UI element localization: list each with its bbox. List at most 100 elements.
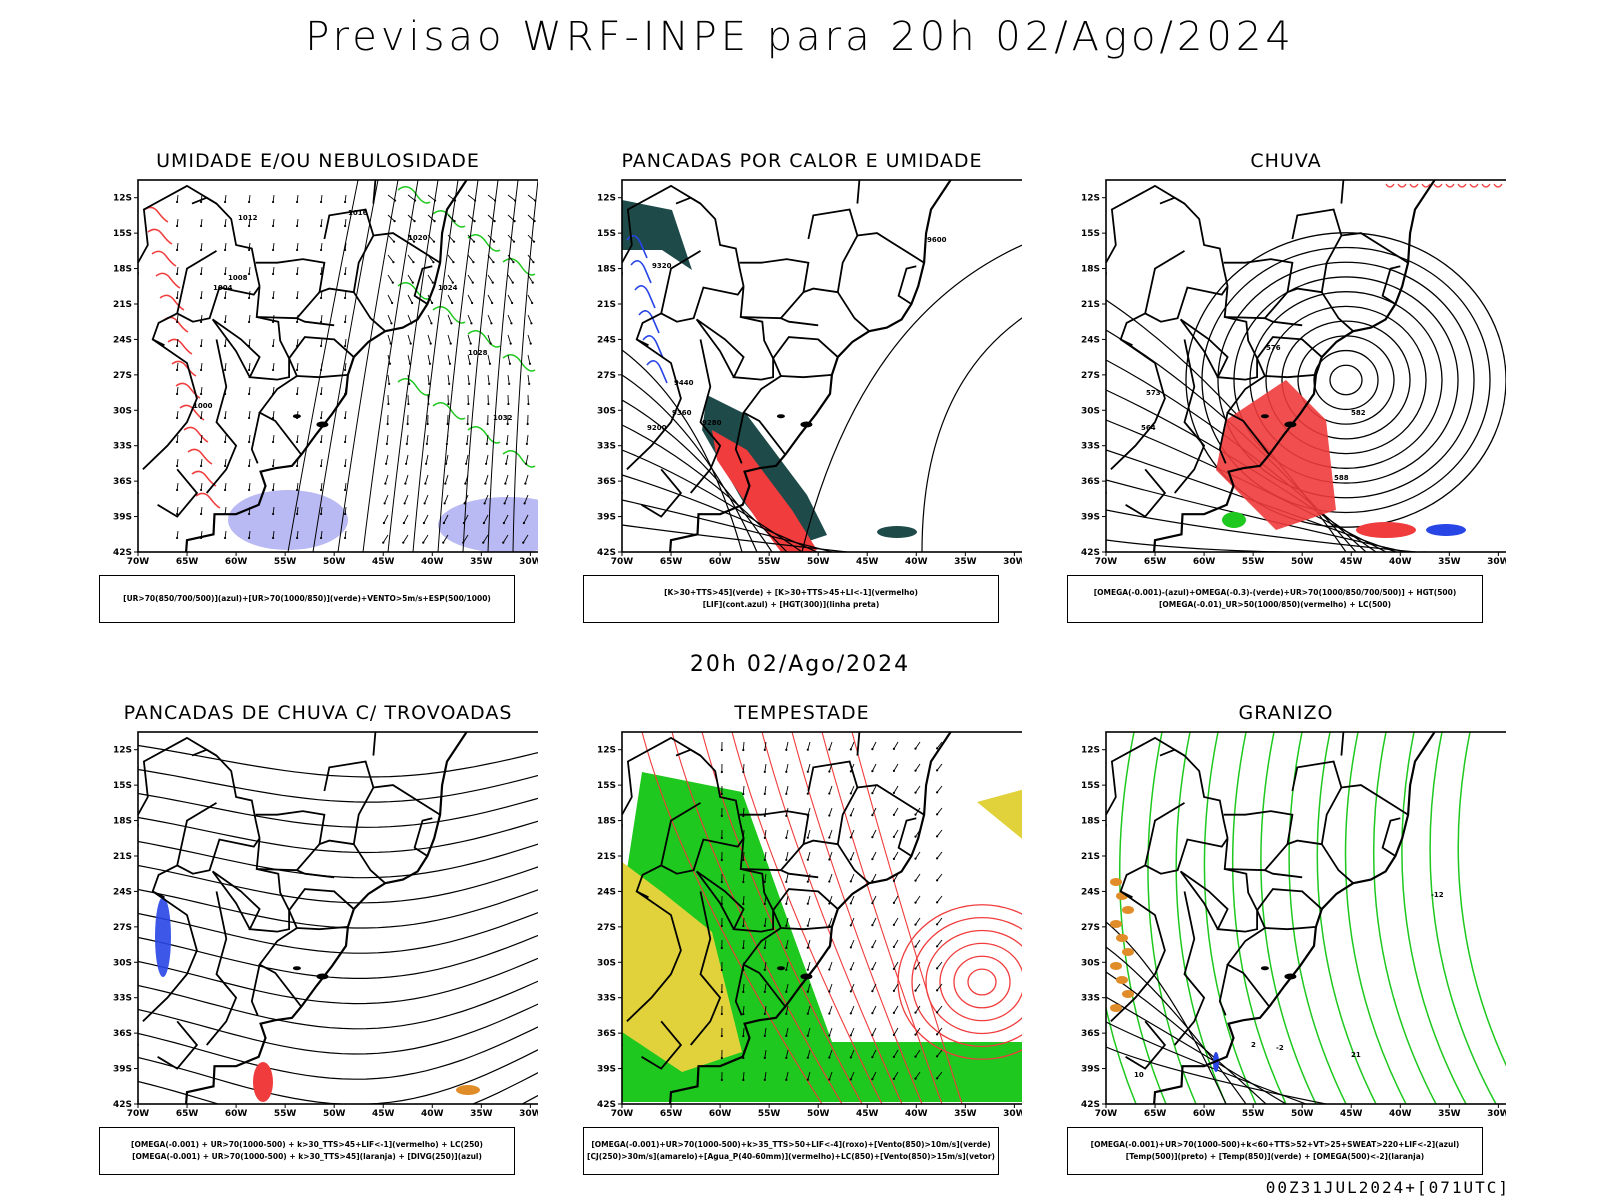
humidity-contour-green	[502, 450, 536, 468]
country-border	[1179, 870, 1219, 930]
wind-vector	[296, 530, 299, 538]
isobar-ring	[953, 955, 1011, 1009]
map-fields: -12-22101521	[1106, 732, 1506, 1104]
wind-vector	[467, 314, 472, 324]
country-border	[660, 250, 701, 314]
hgt-contour	[622, 524, 848, 552]
wind-vector-head	[223, 344, 227, 348]
wind-vector-head	[412, 240, 416, 243]
wind-vector-head	[935, 747, 939, 750]
wind-vector-head	[422, 521, 426, 525]
wind-vector-head	[465, 442, 468, 446]
wind-vector	[893, 1005, 899, 1014]
wind-vector-head	[720, 1034, 723, 1038]
wind-vector-head	[763, 946, 766, 950]
wind-vector-head	[295, 320, 299, 324]
wind-vector-head	[492, 261, 495, 264]
wind-vector	[785, 983, 789, 992]
wind-vector	[200, 266, 203, 274]
lat-label: 42S	[597, 548, 616, 558]
lon-label: 60W	[1193, 557, 1216, 567]
country-border	[779, 760, 859, 879]
wind-vector-head	[462, 521, 466, 525]
wind-vector-head	[490, 322, 493, 325]
wind-vector	[447, 354, 451, 364]
wind-vector-head	[247, 320, 251, 324]
wind-vector-head	[388, 362, 392, 365]
temp850-contour	[1231, 732, 1287, 1104]
wind-vector-head	[422, 541, 425, 544]
wind-vector-head	[892, 879, 896, 882]
wind-vector	[224, 338, 227, 346]
lif-contour-blue	[630, 260, 652, 284]
legend-line-1: [K>30+TTS>45](verde) + [K>30+TTS>45+LI<-…	[664, 588, 918, 597]
wind-vector-head	[742, 1078, 745, 1082]
wind-vector-head	[402, 521, 406, 525]
wind-vector	[504, 494, 509, 504]
wind-vector-head	[828, 858, 831, 861]
wind-vector	[936, 917, 943, 925]
wind-vector-head	[828, 1078, 831, 1081]
wind-vector-head	[531, 301, 534, 305]
wind-vector-head	[828, 968, 831, 971]
lat-label: 18S	[597, 817, 616, 827]
wind-vector	[807, 895, 811, 904]
wind-vector	[507, 214, 515, 222]
country-border	[1125, 468, 1167, 518]
contour-label: 1016	[348, 209, 368, 217]
wind-vector	[507, 274, 514, 283]
wind-vector-head	[806, 748, 809, 751]
wind-vector-head	[935, 923, 939, 926]
streamline-red	[851, 732, 963, 1104]
wind-vector	[850, 939, 855, 948]
lon-label: 55W	[1242, 1109, 1265, 1119]
isobar-ring	[1281, 320, 1411, 440]
wind-vector	[507, 234, 515, 242]
lon-label: 55W	[274, 557, 297, 567]
wind-vector	[507, 354, 511, 364]
humidity-contour-red	[175, 382, 201, 399]
wind-vector-head	[504, 482, 507, 485]
wind-vector	[893, 983, 899, 992]
wind-vector-head	[387, 402, 390, 406]
wind-vector	[871, 1027, 877, 1036]
page-title: Previsao WRF-INPE para 20h 02/Ago/2024	[305, 14, 1295, 60]
wind-vector-head	[469, 342, 472, 345]
wind-vector-head	[892, 769, 896, 772]
wind-vector	[871, 917, 877, 926]
country-border	[212, 286, 291, 381]
map-fields	[138, 742, 538, 1104]
country-border	[622, 736, 745, 839]
wind-vector	[465, 454, 469, 464]
wind-vector	[248, 338, 251, 346]
wind-vector-head	[319, 344, 323, 348]
lake	[292, 414, 301, 419]
panel-umidade: UMIDADE E/OU NEBULOSIDADE 1012 1016 1020 10…	[88, 150, 548, 630]
lon-label: 70W	[1095, 557, 1118, 567]
contour-label: -2	[1276, 1044, 1284, 1052]
panel-tempestade: TEMPESTADE 12S 15S 18S 21S 24S 27S 30S 33S 36S 39…	[572, 702, 1032, 1182]
wind-vector	[387, 374, 390, 384]
wind-vector-head	[871, 990, 874, 993]
wind-vector-head	[223, 248, 227, 252]
wind-vector	[467, 294, 473, 304]
wind-vector-head	[806, 924, 809, 927]
lon-label: 60W	[225, 557, 248, 567]
wind-vector-head	[528, 362, 532, 365]
wind-vector	[407, 374, 410, 384]
humidity-contour-red	[183, 426, 209, 443]
wind-vector-head	[785, 1056, 788, 1059]
streamline	[138, 1026, 538, 1080]
wind-vector-head	[453, 220, 456, 223]
streamline-red	[761, 732, 903, 1104]
lat-label: 21S	[597, 852, 616, 862]
wind-vector-head	[471, 301, 474, 305]
contour-label: 564	[1141, 424, 1156, 432]
country-border	[372, 732, 377, 756]
wind-vector	[915, 785, 921, 793]
wind-vector	[248, 266, 251, 274]
hgt-contour	[622, 474, 818, 552]
wind-vector-head	[508, 362, 512, 365]
wind-vector-head	[465, 462, 468, 465]
